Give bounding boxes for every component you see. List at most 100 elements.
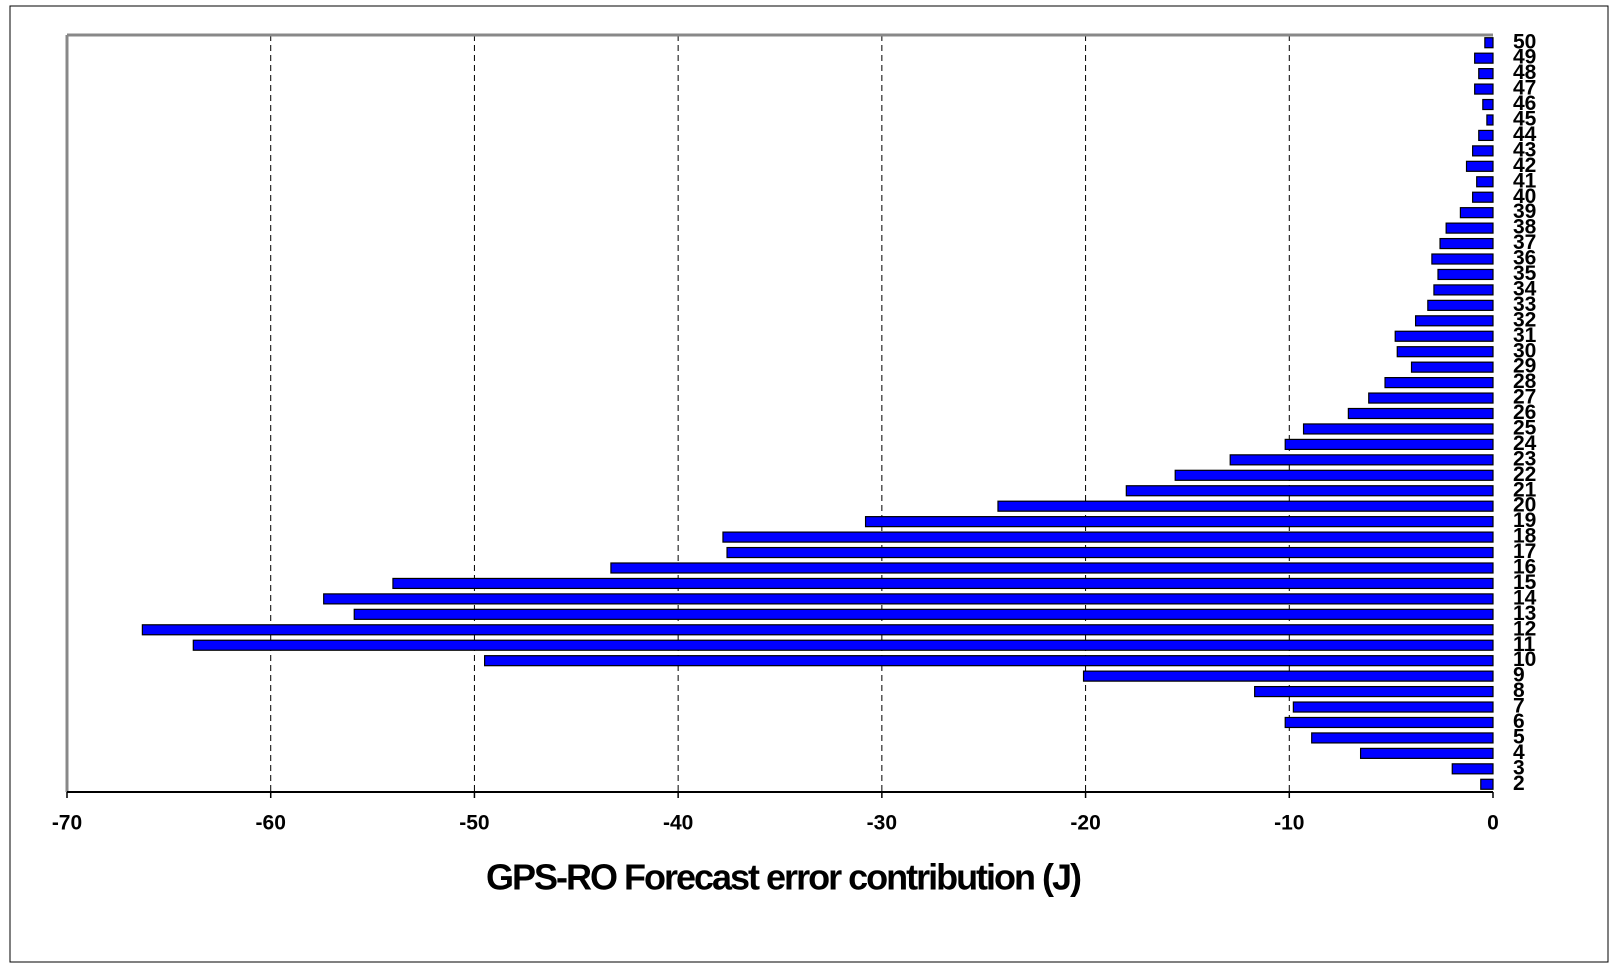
y-tick-label: 13 [1513, 602, 1536, 625]
bar [1465, 160, 1494, 172]
bar [1284, 716, 1494, 729]
bar [1396, 346, 1494, 358]
y-tick-label: 34 [1513, 277, 1537, 300]
bar [1472, 191, 1494, 203]
x-tick-label: -40 [663, 812, 693, 835]
bar [1368, 392, 1494, 404]
bar [353, 608, 1494, 620]
x-tick-label: -70 [52, 812, 82, 835]
y-tick-label: 25 [1513, 416, 1537, 439]
bar [1439, 237, 1494, 250]
bar [1410, 361, 1494, 373]
y-tick-label: 27 [1513, 386, 1536, 409]
bar [1433, 284, 1494, 296]
x-tick-label: -60 [256, 812, 286, 835]
bar [1459, 207, 1494, 219]
y-tick-label: 20 [1513, 494, 1536, 517]
y-tick-label: 47 [1513, 77, 1536, 100]
y-tick-label: 33 [1513, 293, 1536, 316]
x-axis-label: GPS-RO Forecast error contribution (J) [486, 857, 1081, 898]
y-tick-label: 4 [1513, 741, 1525, 764]
y-tick-label: 35 [1513, 262, 1537, 285]
bar [1484, 37, 1494, 49]
y-tick-label: 50 [1513, 30, 1536, 53]
y-tick-label: 8 [1513, 679, 1525, 702]
bar [1384, 377, 1494, 389]
y-tick-label: 5 [1513, 725, 1525, 748]
bar [141, 624, 1494, 636]
bar [1478, 129, 1494, 142]
y-tick-label: 26 [1513, 401, 1536, 424]
y-tick-label: 6 [1513, 710, 1525, 733]
bar [1482, 98, 1494, 111]
y-tick-label: 21 [1513, 478, 1537, 501]
y-tick-label: 14 [1513, 586, 1537, 609]
y-tick-label: 48 [1513, 61, 1537, 84]
y-tick-label: 49 [1513, 46, 1536, 69]
bar [1486, 114, 1494, 126]
bar [1254, 685, 1494, 698]
x-tick-label: -10 [1274, 812, 1304, 835]
bar [484, 655, 1494, 667]
bar [392, 577, 1494, 590]
y-tick-label: 3 [1513, 756, 1525, 779]
y-tick-label: 24 [1513, 432, 1537, 455]
bar [1480, 778, 1494, 790]
bar [722, 531, 1494, 543]
bar [1445, 222, 1494, 234]
y-tick-label: 45 [1513, 108, 1537, 131]
y-tick-label: 23 [1513, 447, 1536, 470]
y-tick-label: 29 [1513, 355, 1536, 378]
y-tick-label: 17 [1513, 540, 1536, 563]
y-tick-label: 37 [1513, 231, 1536, 254]
y-tick-label: 43 [1513, 138, 1536, 161]
y-tick-label: 38 [1513, 216, 1537, 239]
bar [1431, 253, 1494, 265]
y-tick-label: 31 [1513, 324, 1537, 347]
y-tick-label: 16 [1513, 556, 1536, 579]
y-tick-label: 18 [1513, 525, 1537, 548]
bar [1359, 747, 1494, 759]
y-tick-label: 11 [1513, 633, 1536, 656]
x-tick-label: -30 [867, 812, 897, 835]
y-tick-label: 42 [1513, 154, 1536, 177]
bar [1437, 268, 1494, 281]
bar [1174, 469, 1494, 481]
y-tick-label: 39 [1513, 200, 1536, 223]
y-tick-label: 15 [1513, 571, 1537, 594]
frame [9, 5, 1609, 963]
y-tick-label: 36 [1513, 247, 1536, 270]
bar [1311, 732, 1494, 744]
y-tick-label: 28 [1513, 370, 1537, 393]
bar [997, 500, 1494, 512]
bar [726, 546, 1494, 559]
bar [1414, 315, 1494, 327]
y-tick-label: 44 [1513, 123, 1537, 146]
y-tick-label: 46 [1513, 92, 1536, 115]
bar [1292, 701, 1494, 713]
bar [1302, 423, 1494, 435]
bar [1427, 299, 1494, 311]
x-tick-label: -50 [459, 812, 489, 835]
bar [1284, 438, 1494, 450]
y-tick-label: 2 [1513, 772, 1525, 795]
bar [192, 639, 1494, 651]
bar [1478, 68, 1494, 80]
bar [1474, 83, 1494, 95]
y-tick-label: 22 [1513, 463, 1536, 486]
bar [1125, 485, 1494, 497]
x-tick-label: -20 [1070, 812, 1100, 835]
y-tick-label: 30 [1513, 339, 1536, 362]
bar [1347, 407, 1494, 420]
bar [1474, 52, 1494, 64]
bar [1472, 145, 1494, 157]
y-tick-label: 7 [1513, 695, 1525, 718]
bar [1394, 330, 1494, 342]
bar [864, 516, 1494, 528]
y-tick-label: 12 [1513, 617, 1536, 640]
bar [610, 562, 1494, 574]
y-tick-label: 9 [1513, 664, 1525, 687]
y-tick-label: 10 [1513, 648, 1536, 671]
bar [323, 593, 1494, 605]
